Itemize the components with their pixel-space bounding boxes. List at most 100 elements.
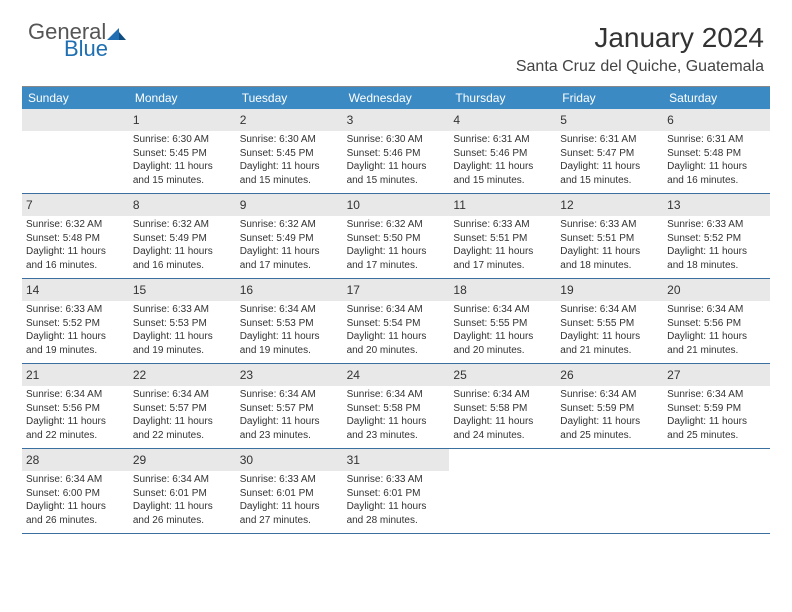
sunset-text: Sunset: 5:59 PM — [667, 402, 766, 416]
sunrise-text: Sunrise: 6:34 AM — [26, 388, 125, 402]
daylight-text: Daylight: 11 hours and 26 minutes. — [26, 500, 125, 527]
sunset-text: Sunset: 5:58 PM — [453, 402, 552, 416]
sunset-text: Sunset: 5:45 PM — [133, 147, 232, 161]
day-info: Sunrise: 6:34 AMSunset: 5:55 PMDaylight:… — [453, 303, 552, 357]
day-number: 21 — [26, 368, 39, 382]
sunset-text: Sunset: 5:53 PM — [240, 317, 339, 331]
daynum-row: 31 — [343, 449, 450, 471]
day-cell: 25Sunrise: 6:34 AMSunset: 5:58 PMDayligh… — [449, 364, 556, 448]
sunset-text: Sunset: 5:58 PM — [347, 402, 446, 416]
day-cell: 5Sunrise: 6:31 AMSunset: 5:47 PMDaylight… — [556, 109, 663, 193]
daylight-text: Daylight: 11 hours and 27 minutes. — [240, 500, 339, 527]
sunset-text: Sunset: 5:57 PM — [133, 402, 232, 416]
daynum-row: 16 — [236, 279, 343, 301]
location-label: Santa Cruz del Quiche, Guatemala — [516, 58, 764, 76]
daylight-text: Daylight: 11 hours and 18 minutes. — [560, 245, 659, 272]
daylight-text: Daylight: 11 hours and 18 minutes. — [667, 245, 766, 272]
day-number: 5 — [560, 113, 567, 127]
daynum-row-empty — [22, 109, 129, 131]
daylight-text: Daylight: 11 hours and 19 minutes. — [240, 330, 339, 357]
daynum-row: 26 — [556, 364, 663, 386]
daynum-row: 5 — [556, 109, 663, 131]
daylight-text: Daylight: 11 hours and 28 minutes. — [347, 500, 446, 527]
day-info: Sunrise: 6:31 AMSunset: 5:46 PMDaylight:… — [453, 133, 552, 187]
day-cell: 8 Sunrise: 6:32 AMSunset: 5:49 PMDaylight… — [129, 194, 236, 278]
sunset-text: Sunset: 5:48 PM — [26, 232, 125, 246]
day-cell — [22, 109, 129, 193]
daylight-text: Daylight: 11 hours and 25 minutes. — [667, 415, 766, 442]
daynum-row: 15 — [129, 279, 236, 301]
day-cell: 28Sunrise: 6:34 AMSunset: 6:00 PMDayligh… — [22, 449, 129, 533]
daynum-row: 11 — [449, 194, 556, 216]
daynum-row: 19 — [556, 279, 663, 301]
sunrise-text: Sunrise: 6:32 AM — [133, 218, 232, 232]
sunrise-text: Sunrise: 6:34 AM — [240, 388, 339, 402]
sunset-text: Sunset: 6:01 PM — [133, 487, 232, 501]
day-cell: 7Sunrise: 6:32 AMSunset: 5:48 PMDaylight… — [22, 194, 129, 278]
page-header: GeneralBlue January 2024 Santa Cruz del … — [0, 0, 792, 80]
day-info: Sunrise: 6:34 AMSunset: 5:55 PMDaylight:… — [560, 303, 659, 357]
daynum-row: 17 — [343, 279, 450, 301]
daylight-text: Daylight: 11 hours and 15 minutes. — [347, 160, 446, 187]
daylight-text: Daylight: 11 hours and 20 minutes. — [453, 330, 552, 357]
sunset-text: Sunset: 5:47 PM — [560, 147, 659, 161]
sunset-text: Sunset: 5:57 PM — [240, 402, 339, 416]
day-number: 17 — [347, 283, 360, 297]
daylight-text: Daylight: 11 hours and 17 minutes. — [453, 245, 552, 272]
day-cell: 29Sunrise: 6:34 AMSunset: 6:01 PMDayligh… — [129, 449, 236, 533]
day-number: 7 — [26, 198, 33, 212]
logo-triangle-icon — [107, 26, 127, 40]
daylight-text: Daylight: 11 hours and 17 minutes. — [240, 245, 339, 272]
sunset-text: Sunset: 5:55 PM — [560, 317, 659, 331]
week-row: 1Sunrise: 6:30 AMSunset: 5:45 PMDaylight… — [22, 109, 770, 194]
sunset-text: Sunset: 5:53 PM — [133, 317, 232, 331]
day-header-tue: Tuesday — [236, 87, 343, 109]
day-cell: 2Sunrise: 6:30 AMSunset: 5:45 PMDaylight… — [236, 109, 343, 193]
daylight-text: Daylight: 11 hours and 15 minutes. — [453, 160, 552, 187]
daylight-text: Daylight: 11 hours and 23 minutes. — [347, 415, 446, 442]
day-cell: 1Sunrise: 6:30 AMSunset: 5:45 PMDaylight… — [129, 109, 236, 193]
day-cell: 3Sunrise: 6:30 AMSunset: 5:46 PMDaylight… — [343, 109, 450, 193]
day-number: 1 — [133, 113, 140, 127]
sunrise-text: Sunrise: 6:33 AM — [240, 473, 339, 487]
day-header-sun: Sunday — [22, 87, 129, 109]
day-cell — [449, 449, 556, 533]
day-info: Sunrise: 6:34 AMSunset: 5:59 PMDaylight:… — [560, 388, 659, 442]
day-cell: 27Sunrise: 6:34 AMSunset: 5:59 PMDayligh… — [663, 364, 770, 448]
day-number: 8 — [133, 198, 140, 212]
day-number: 4 — [453, 113, 460, 127]
day-number: 27 — [667, 368, 680, 382]
sunrise-text: Sunrise: 6:31 AM — [453, 133, 552, 147]
day-info: Sunrise: 6:32 AMSunset: 5:49 PMDaylight:… — [133, 218, 232, 272]
day-header-fri: Friday — [556, 87, 663, 109]
week-row: 7 Sunrise: 6:32 AM Sunset: 5:48 PM Daylight… — [22, 194, 770, 279]
daylight-text: Daylight: 11 hours and 25 minutes. — [560, 415, 659, 442]
daynum-row: 29 — [129, 449, 236, 471]
day-cell: 12Sunrise: 6:33 AMSunset: 5:51 PMDayligh… — [556, 194, 663, 278]
day-info: Sunrise: 6:34 AMSunset: 5:53 PMDaylight:… — [240, 303, 339, 357]
day-number: 28 — [26, 453, 39, 467]
day-info: Sunrise: 6:33 AMSunset: 5:51 PMDaylight:… — [453, 218, 552, 272]
daylight-text: Daylight: 11 hours and 23 minutes. — [240, 415, 339, 442]
day-number: 12 — [560, 198, 573, 212]
day-info: Sunrise: 6:31 AMSunset: 5:48 PMDaylight:… — [667, 133, 766, 187]
day-cell: 6Sunrise: 6:31 AMSunset: 5:48 PMDaylight… — [663, 109, 770, 193]
day-number: 18 — [453, 283, 466, 297]
day-info: Sunrise: 6:34 AMSunset: 6:01 PMDaylight:… — [133, 473, 232, 527]
day-number: 30 — [240, 453, 253, 467]
day-info: Sunrise: 6:34 AMSunset: 5:54 PMDaylight:… — [347, 303, 446, 357]
daylight-text: Daylight: 11 hours and 22 minutes. — [26, 415, 125, 442]
day-number: 20 — [667, 283, 680, 297]
daynum-row: 4 — [449, 109, 556, 131]
day-cell: 4 Sunrise: 6:31 AMSunset: 5:46 PMDaylight… — [449, 109, 556, 193]
sunset-text: Sunset: 5:49 PM — [133, 232, 232, 246]
sunrise-text: Sunrise: 6:34 AM — [560, 388, 659, 402]
daylight-text: Daylight: 11 hours and 24 minutes. — [453, 415, 552, 442]
day-info: Sunrise: 6:34 AMSunset: 5:57 PMDaylight:… — [133, 388, 232, 442]
daylight-text: Daylight: 11 hours and 21 minutes. — [667, 330, 766, 357]
daynum-row: 14 — [22, 279, 129, 301]
day-cell: 17 Sunrise: 6:34 AMSunset: 5:54 PMDayligh… — [343, 279, 450, 363]
sunrise-text: Sunrise: 6:33 AM — [347, 473, 446, 487]
sunrise-text: Sunrise: 6:34 AM — [133, 473, 232, 487]
day-info: Sunrise: 6:30 AMSunset: 5:46 PMDaylight:… — [347, 133, 446, 187]
